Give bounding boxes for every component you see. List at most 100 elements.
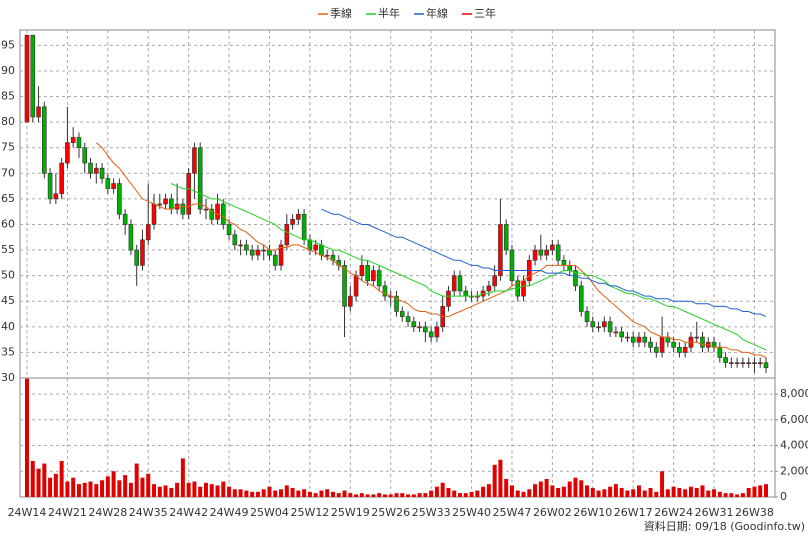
candle-body xyxy=(648,341,653,348)
candle-body xyxy=(567,265,573,271)
candle-body xyxy=(659,336,665,353)
volume-bar xyxy=(452,490,457,497)
volume-bar xyxy=(371,494,376,497)
candle-body xyxy=(428,331,434,338)
candle-body xyxy=(169,198,174,210)
volume-bar xyxy=(238,489,243,497)
candle-body xyxy=(544,249,549,256)
volume-bar xyxy=(128,482,133,497)
volume-bar xyxy=(227,486,232,497)
volume-bar xyxy=(117,480,122,497)
legend-label: 年線 xyxy=(426,6,448,20)
candle-body xyxy=(238,244,243,247)
candle-body xyxy=(677,346,682,353)
ma-line xyxy=(321,208,767,318)
y-tick-label: 95 xyxy=(1,38,15,51)
candle-body xyxy=(492,275,497,287)
candle-body xyxy=(694,336,700,339)
volume-bar xyxy=(111,471,116,497)
x-tick-label: 25W40 xyxy=(452,506,491,519)
candle-body xyxy=(117,183,122,215)
volume-bar xyxy=(53,473,58,497)
candle-body xyxy=(47,172,53,200)
candle-body xyxy=(734,362,740,364)
volume-bar xyxy=(273,490,278,497)
volume-bar xyxy=(752,486,757,497)
candle-body xyxy=(232,234,238,246)
volume-bar xyxy=(400,493,405,497)
x-tick-label: 26W17 xyxy=(614,506,653,519)
y-tick-label: 85 xyxy=(1,90,15,103)
candle-body xyxy=(186,172,191,215)
candle-body xyxy=(746,362,751,364)
candle-body xyxy=(134,249,139,266)
candle-body xyxy=(353,275,359,297)
candle-body xyxy=(65,142,70,164)
legend-label: 季線 xyxy=(330,6,352,20)
candle-body xyxy=(359,265,365,276)
candle-body xyxy=(417,326,422,329)
candle-body xyxy=(590,321,596,328)
candle-body xyxy=(42,106,47,174)
volume-bar xyxy=(348,493,353,497)
volume-bar xyxy=(394,493,399,497)
volume-bar xyxy=(509,485,514,497)
volume-bar xyxy=(729,493,734,497)
volume-bar xyxy=(152,484,157,497)
candle-body xyxy=(573,270,578,287)
candle-body xyxy=(24,34,30,123)
legend-label: 半年 xyxy=(378,6,400,20)
candle-body xyxy=(654,346,659,353)
plot-frame xyxy=(19,29,776,498)
candle-body xyxy=(521,280,526,297)
x-tick-label: 26W24 xyxy=(654,506,693,519)
volume-bar xyxy=(538,481,543,497)
candle-body xyxy=(290,219,295,225)
volume-bar xyxy=(42,463,47,497)
volume-bar xyxy=(365,494,370,497)
candle-body xyxy=(342,265,347,307)
volume-bar xyxy=(325,489,330,497)
x-tick-label: 24W28 xyxy=(88,506,127,519)
volume-bar xyxy=(48,477,53,497)
candle-body xyxy=(180,203,186,215)
volume-bar xyxy=(330,491,335,497)
volume-bar xyxy=(423,493,428,497)
candle-body xyxy=(255,249,261,256)
volume-bar xyxy=(631,489,636,497)
volume-bar xyxy=(30,460,35,497)
volume-bar xyxy=(613,484,618,497)
candle-body xyxy=(261,249,267,252)
candle-body xyxy=(763,362,769,369)
volume-bar xyxy=(746,487,751,497)
volume-bar xyxy=(175,482,180,497)
volume-bar xyxy=(694,487,699,497)
volume-bar xyxy=(735,494,740,497)
candle-body xyxy=(70,137,76,143)
candle-body xyxy=(434,326,440,338)
legend-label: 三年 xyxy=(474,6,496,20)
volume-bar xyxy=(486,484,491,497)
volume-bar xyxy=(267,486,272,497)
candle-body xyxy=(457,275,463,292)
candle-body xyxy=(532,249,538,261)
volume-bar xyxy=(88,481,93,497)
candle-body xyxy=(203,208,209,211)
volume-bar xyxy=(192,481,197,497)
candle-body xyxy=(128,224,134,251)
candle-body xyxy=(105,178,111,189)
volume-bar xyxy=(619,487,624,497)
candle-body xyxy=(596,326,601,329)
x-tick-label: 24W42 xyxy=(169,506,208,519)
volume-bar xyxy=(313,493,318,497)
candle-body xyxy=(630,336,636,343)
volume-bar xyxy=(550,485,555,497)
candle-body xyxy=(157,203,163,206)
candle-body xyxy=(446,290,451,307)
y-tick-label: 30 xyxy=(1,371,15,384)
x-tick-label: 25W26 xyxy=(371,506,410,519)
volume-bar xyxy=(76,484,81,497)
volume-bar xyxy=(481,486,486,497)
volume-bar xyxy=(723,493,728,497)
candle-body xyxy=(423,326,428,333)
